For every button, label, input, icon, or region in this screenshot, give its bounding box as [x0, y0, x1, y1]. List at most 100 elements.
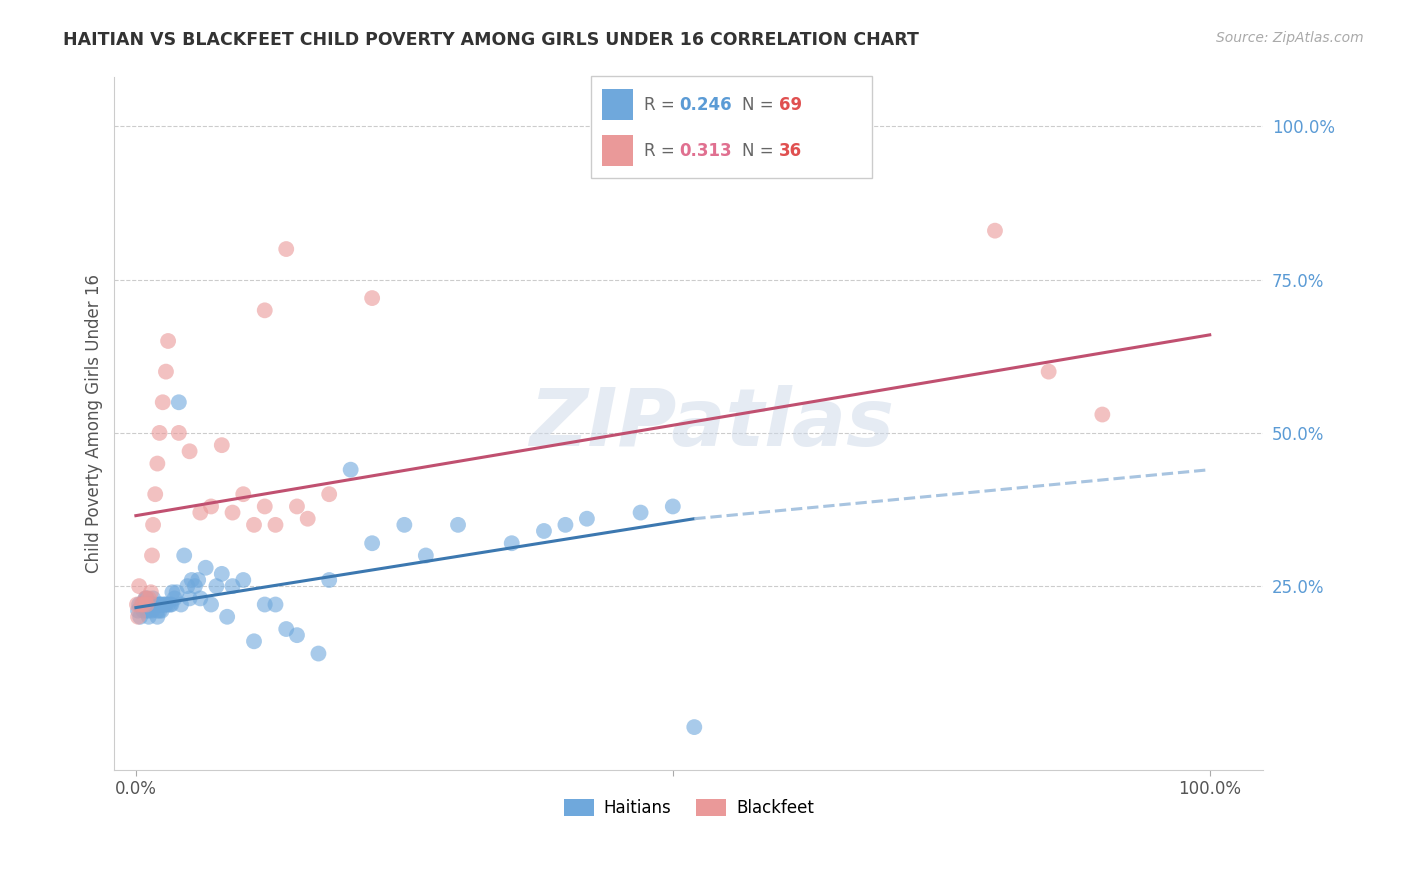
Point — [533, 524, 555, 538]
Text: R =: R = — [644, 142, 681, 160]
Point — [1091, 408, 1114, 422]
Point — [132, 604, 155, 618]
Point — [134, 598, 156, 612]
Point — [285, 628, 308, 642]
Point — [179, 591, 201, 606]
Point — [155, 598, 177, 612]
Point — [129, 609, 152, 624]
Text: 69: 69 — [779, 95, 801, 113]
Point — [146, 609, 169, 624]
Point — [205, 579, 228, 593]
Point — [148, 598, 170, 612]
Point — [221, 506, 243, 520]
Point — [139, 585, 162, 599]
Point — [148, 425, 170, 440]
Point — [152, 598, 174, 612]
Point — [141, 549, 163, 563]
Point — [318, 487, 340, 501]
Point — [142, 517, 165, 532]
Text: N =: N = — [742, 142, 779, 160]
Point — [128, 579, 150, 593]
Point — [162, 585, 184, 599]
Point — [157, 598, 180, 612]
Point — [135, 604, 157, 618]
Point — [131, 598, 153, 612]
Point — [394, 517, 416, 532]
Point — [253, 598, 276, 612]
Y-axis label: Child Poverty Among Girls Under 16: Child Poverty Among Girls Under 16 — [86, 274, 103, 574]
Point — [128, 598, 150, 612]
Text: 0.246: 0.246 — [679, 95, 731, 113]
Point — [160, 598, 183, 612]
Point — [361, 536, 384, 550]
Point — [135, 591, 157, 606]
Point — [264, 598, 287, 612]
Point — [243, 517, 266, 532]
Point — [253, 303, 276, 318]
Point — [297, 512, 319, 526]
Point — [138, 609, 160, 624]
Point — [152, 395, 174, 409]
FancyBboxPatch shape — [602, 89, 633, 120]
Point — [276, 242, 298, 256]
Text: N =: N = — [742, 95, 779, 113]
Point — [307, 647, 329, 661]
FancyBboxPatch shape — [591, 76, 872, 178]
Point — [138, 591, 160, 606]
Point — [146, 457, 169, 471]
Text: Source: ZipAtlas.com: Source: ZipAtlas.com — [1216, 31, 1364, 45]
Text: 0.313: 0.313 — [679, 142, 731, 160]
Point — [141, 598, 163, 612]
Point — [501, 536, 523, 550]
Point — [211, 438, 233, 452]
Point — [339, 463, 361, 477]
Point — [155, 365, 177, 379]
Point — [180, 573, 202, 587]
Point — [135, 591, 157, 606]
Point — [170, 598, 193, 612]
Point — [127, 604, 149, 618]
Point — [243, 634, 266, 648]
Point — [264, 517, 287, 532]
Point — [221, 579, 243, 593]
Point — [141, 604, 163, 618]
Point — [200, 598, 222, 612]
Point — [176, 579, 198, 593]
Point — [630, 506, 652, 520]
Point — [662, 500, 685, 514]
Text: 36: 36 — [779, 142, 801, 160]
Point — [200, 500, 222, 514]
Point — [554, 517, 576, 532]
Point — [285, 500, 308, 514]
Point — [166, 585, 188, 599]
Point — [188, 506, 211, 520]
Point — [173, 549, 195, 563]
Point — [127, 609, 149, 624]
Point — [148, 604, 170, 618]
Point — [159, 598, 181, 612]
Point — [318, 573, 340, 587]
Point — [232, 487, 254, 501]
Point — [148, 598, 170, 612]
Point — [157, 334, 180, 348]
Text: HAITIAN VS BLACKFEET CHILD POVERTY AMONG GIRLS UNDER 16 CORRELATION CHART: HAITIAN VS BLACKFEET CHILD POVERTY AMONG… — [63, 31, 920, 49]
Point — [447, 517, 470, 532]
Point — [149, 598, 172, 612]
Point — [194, 560, 217, 574]
Point — [184, 579, 207, 593]
Point — [125, 598, 148, 612]
Point — [179, 444, 201, 458]
Text: R =: R = — [644, 95, 681, 113]
Point — [415, 549, 437, 563]
Point — [683, 720, 706, 734]
Point — [135, 598, 157, 612]
Point — [135, 598, 157, 612]
Point — [361, 291, 384, 305]
Point — [217, 609, 239, 624]
Point — [139, 598, 162, 612]
Point — [984, 224, 1007, 238]
Point — [167, 395, 190, 409]
Point — [129, 598, 152, 612]
Point — [132, 598, 155, 612]
Point — [135, 591, 157, 606]
